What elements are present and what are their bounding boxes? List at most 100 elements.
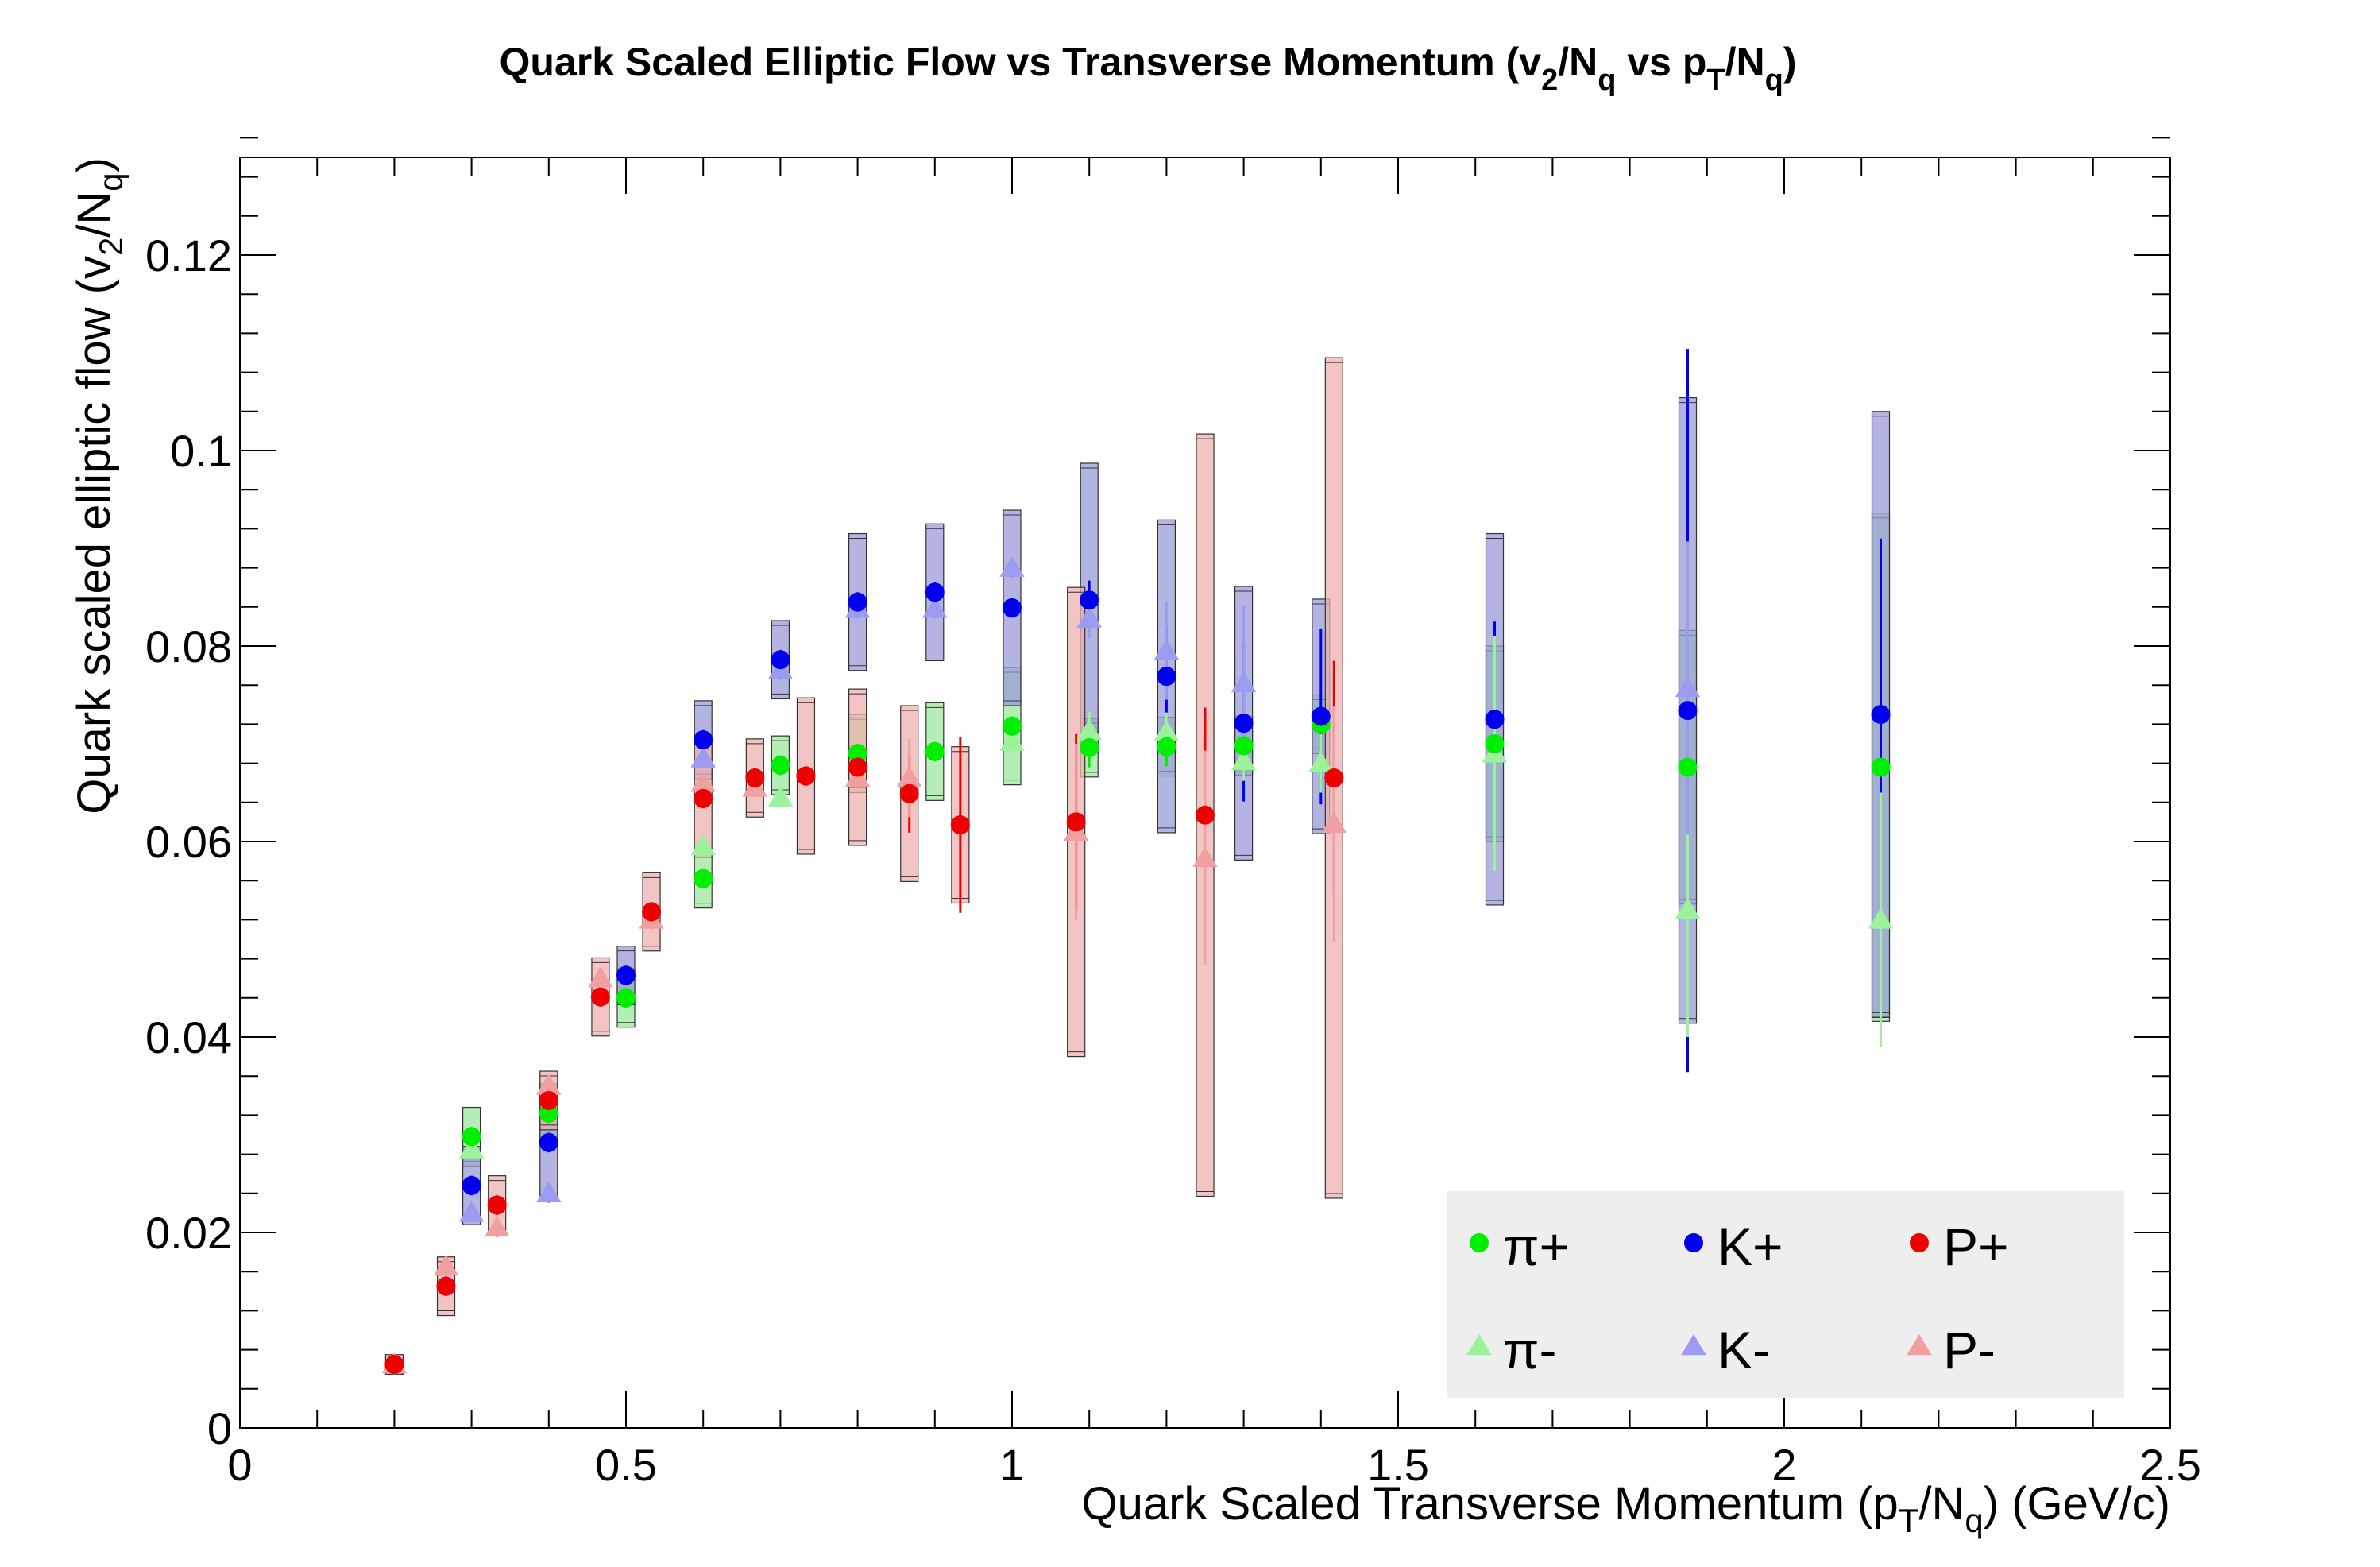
data-point: [694, 869, 713, 888]
legend-label: P-: [1943, 1321, 1996, 1379]
x-tick-label: 0.5: [595, 1440, 657, 1490]
data-point: [1234, 736, 1254, 756]
data-point: [767, 785, 794, 807]
data-point: [616, 965, 636, 985]
data-point: [690, 771, 716, 792]
x-tick-label: 2.5: [2139, 1440, 2201, 1490]
data-point: [616, 988, 636, 1008]
data-point: [458, 1137, 485, 1159]
data-point: [539, 1132, 558, 1152]
data-point: [925, 582, 945, 602]
legend-label: K+: [1717, 1217, 1783, 1276]
data-point: [690, 746, 716, 768]
y-tick-label: 0.1: [170, 426, 232, 476]
legend-marker: [1907, 1334, 1932, 1356]
chart-title: Quark Scaled Elliptic Flow vs Transverse…: [500, 40, 1797, 97]
x-axis-label: Quark Scaled Transverse Momentum (pT/Nq)…: [1081, 1478, 2170, 1539]
data-markers: [381, 555, 1894, 1375]
data-point: [484, 1215, 510, 1237]
data-point: [436, 1276, 456, 1296]
data-point: [848, 757, 867, 777]
x-tick-label: 1.5: [1367, 1440, 1429, 1490]
data-point: [1675, 675, 1701, 698]
data-point: [1192, 845, 1218, 868]
data-point: [999, 729, 1025, 751]
data-point: [1157, 737, 1176, 756]
x-tick-label: 0: [227, 1440, 252, 1490]
y-tick-label: 0.12: [145, 230, 232, 281]
axis-tick-labels: 0 0.5 1 1.5 2 2.5 0 0.02 0.04 0.06 0.08 0.1 0.12: [145, 230, 2201, 1490]
legend-marker: [1681, 1334, 1706, 1356]
data-point: [384, 1355, 404, 1375]
x-tick-label: 1: [999, 1440, 1024, 1490]
legend-label: π+: [1503, 1217, 1570, 1276]
data-point: [1868, 907, 1894, 929]
data-point: [1153, 639, 1180, 660]
y-tick-label: 0.08: [145, 621, 232, 671]
axis-ticks: [239, 137, 2171, 1429]
data-point: [1080, 590, 1099, 610]
data-point: [1196, 805, 1215, 825]
data-point: [1678, 701, 1698, 721]
data-point: [950, 815, 970, 835]
data-point: [694, 788, 713, 808]
legend-marker: [1684, 1233, 1703, 1252]
y-axis-label: Quark scaled elliptic flow (v2/Nq): [68, 157, 129, 814]
data-point: [590, 987, 610, 1007]
data-point: [536, 1181, 562, 1203]
data-point: [462, 1127, 481, 1147]
legend-label: P+: [1943, 1217, 2009, 1276]
y-tick-label: 0.04: [145, 1012, 232, 1062]
data-point: [1003, 598, 1022, 618]
legend-marker: [1470, 1233, 1489, 1252]
data-point: [1321, 811, 1347, 834]
data-point: [1231, 749, 1257, 771]
data-point: [1871, 705, 1891, 725]
data-point: [462, 1175, 481, 1195]
data-point: [1308, 751, 1334, 772]
legend-marker: [1466, 1334, 1492, 1356]
data-point: [536, 1074, 562, 1095]
legend: π+ K+ P+ π- K- P-: [1447, 1191, 2124, 1398]
data-point: [925, 741, 945, 761]
data-point: [694, 730, 713, 750]
legend-label: K-: [1717, 1321, 1770, 1379]
data-point: [1324, 768, 1344, 788]
y-tick-label: 0: [207, 1403, 232, 1453]
data-point: [1066, 812, 1086, 832]
data-point: [999, 555, 1025, 577]
data-point: [745, 768, 765, 788]
data-point: [1311, 706, 1331, 726]
data-point: [539, 1090, 558, 1110]
data-point: [1157, 667, 1176, 687]
data-point: [487, 1195, 507, 1215]
legend-background: [1447, 1191, 2124, 1398]
data-point: [796, 766, 816, 786]
data-point: [1675, 898, 1701, 919]
data-point: [848, 744, 867, 764]
data-point: [1485, 710, 1505, 729]
data-point: [1678, 757, 1698, 777]
data-point: [642, 902, 662, 922]
data-point: [922, 597, 948, 618]
y-tick-label: 0.02: [145, 1208, 232, 1258]
data-point: [896, 766, 922, 787]
data-point: [848, 592, 867, 612]
data-point: [458, 1201, 485, 1222]
data-point: [899, 784, 919, 803]
data-point: [1871, 757, 1891, 777]
data-point: [433, 1255, 459, 1276]
data-point: [771, 756, 790, 776]
data-point: [1231, 671, 1257, 692]
data-point: [771, 650, 790, 670]
legend-label: π-: [1503, 1321, 1557, 1379]
plot-frame: [239, 157, 2171, 1429]
data-point: [1003, 716, 1022, 736]
x-tick-label: 2: [1771, 1440, 1796, 1490]
data-point: [1076, 719, 1102, 741]
data-point: [1234, 714, 1254, 733]
legend-marker: [1910, 1233, 1929, 1252]
data-point: [1485, 734, 1505, 753]
data-point: [690, 834, 716, 856]
